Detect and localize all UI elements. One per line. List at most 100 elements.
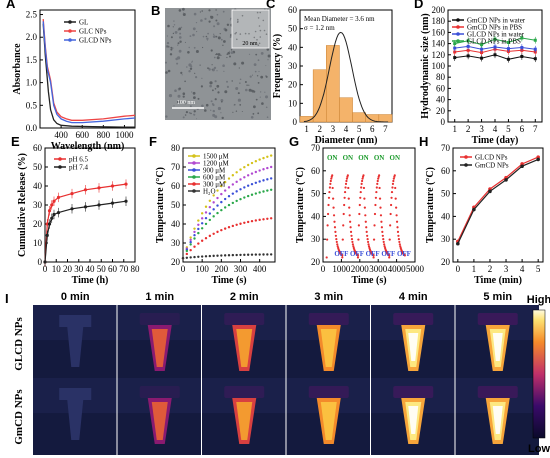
- nanoparticle: [221, 101, 223, 103]
- nanoparticle: [220, 38, 223, 41]
- y-axis-label: Temperature (°C): [425, 167, 436, 243]
- inset-particle: [257, 44, 260, 46]
- data-point: [388, 238, 391, 241]
- y-tick-label: 40: [171, 219, 181, 229]
- x-tick-label: 5000: [406, 264, 425, 274]
- nanoparticle: [265, 65, 267, 67]
- color-scale-bar: [532, 309, 546, 439]
- legend-label: GLCD NPs: [79, 37, 112, 45]
- data-point: [266, 217, 269, 220]
- inset-particle: [253, 36, 256, 39]
- nanoparticle: [193, 46, 196, 49]
- data-point: [392, 179, 395, 183]
- data-point: [235, 199, 238, 203]
- data-point: [397, 238, 400, 241]
- tube-core: [236, 329, 253, 367]
- legend-label: 300 μM: [203, 181, 226, 189]
- data-point: [359, 190, 362, 194]
- y-tick-label: 70: [441, 143, 451, 153]
- panel-c: 1 2 3 4 5 6 7 0 10 20 30 40 50 60 Diameter (nm) Frequen…: [266, 0, 393, 146]
- x-tick-label: 200: [215, 264, 229, 274]
- panel-a: 400 600 800 1000 0.0 0.5 1.0 1.5 2.0 2.5 Wavelengt…: [6, 0, 136, 152]
- y-tick-label: 50: [33, 162, 43, 172]
- y-tick-label: 20: [311, 257, 321, 267]
- nanoparticle: [213, 66, 217, 70]
- data-point: [394, 186, 397, 190]
- data-point: [200, 227, 204, 230]
- nanoparticle: [184, 114, 187, 116]
- nanoparticle: [193, 96, 196, 99]
- inset-particle: [258, 42, 261, 45]
- scale-low-label: Low: [528, 443, 550, 455]
- data-point: [204, 255, 208, 258]
- nanoparticle: [180, 26, 183, 29]
- series-line: [457, 156, 539, 242]
- nanoparticle: [223, 40, 226, 43]
- data-point: [366, 238, 369, 241]
- histogram-bar: [339, 97, 353, 123]
- data-point: [397, 234, 400, 237]
- nanoparticle: [201, 10, 203, 12]
- data-point: [250, 182, 254, 186]
- tube-cap: [224, 313, 265, 325]
- data-point: [204, 205, 208, 208]
- data-point: [332, 214, 336, 217]
- tube-hotspot: [408, 333, 419, 361]
- x-axis-label: Time (day): [472, 135, 519, 146]
- x-axis-label: Time (h): [72, 275, 109, 286]
- data-point: [326, 224, 329, 227]
- data-point: [193, 227, 196, 230]
- data-point: [212, 254, 215, 258]
- x-tick-label: 2: [466, 124, 471, 134]
- panel-f: 0 100 200 300 400 20 30 40 50 60 70 80 Time (s) Tempe…: [149, 134, 276, 286]
- x-axis-label: Time (s): [211, 275, 246, 286]
- data-point: [392, 177, 395, 180]
- data-point: [189, 240, 192, 244]
- data-point: [231, 201, 235, 205]
- nanoparticle: [249, 75, 252, 78]
- nanoparticle: [174, 89, 177, 92]
- panel-letter: G: [289, 134, 299, 149]
- inset-particle: [265, 33, 268, 35]
- data-point: [258, 218, 261, 222]
- nanoparticle: [207, 67, 209, 70]
- data-point: [197, 242, 200, 245]
- time-label: 4 min: [399, 291, 428, 303]
- data-point: [391, 186, 394, 189]
- nanoparticle: [215, 19, 218, 22]
- panel-g: 0 1000 2000 3000 4000 5000 20 30 40 50 60 70 Time (s…: [289, 134, 425, 286]
- y-tick-label: 140: [432, 39, 446, 49]
- row-label: GLCD NPs: [13, 317, 25, 371]
- data-point: [358, 203, 361, 207]
- data-point: [239, 178, 242, 181]
- time-label: 5 min: [483, 291, 512, 303]
- data-point: [223, 180, 227, 184]
- data-point: [350, 234, 353, 237]
- data-point: [456, 241, 460, 246]
- data-point: [361, 179, 364, 183]
- y-axis-label: Hydrodynamic size (nm): [420, 13, 431, 118]
- data-point: [204, 222, 208, 226]
- data-point: [329, 182, 332, 185]
- nanoparticle: [239, 104, 242, 106]
- data-point: [239, 168, 242, 171]
- nanoparticle: [212, 109, 215, 113]
- plot-frame: [39, 9, 136, 129]
- nanoparticle: [226, 23, 230, 26]
- x-axis-label: Wavelength (nm): [51, 141, 125, 152]
- data-point: [250, 193, 254, 196]
- legend-marker: [68, 20, 72, 24]
- data-point: [220, 228, 223, 232]
- nanoparticle: [201, 77, 203, 79]
- nanoparticle: [214, 88, 217, 90]
- nanoparticle: [254, 70, 257, 73]
- nanoparticle: [191, 60, 193, 62]
- time-label: 3 min: [314, 291, 343, 303]
- data-point: [372, 238, 376, 241]
- data-point: [246, 220, 250, 224]
- series-line: [457, 158, 539, 245]
- data-point: [243, 176, 246, 179]
- y-tick-label: 160: [432, 27, 446, 37]
- nanoparticle: [226, 80, 228, 83]
- legend-marker: [456, 32, 460, 36]
